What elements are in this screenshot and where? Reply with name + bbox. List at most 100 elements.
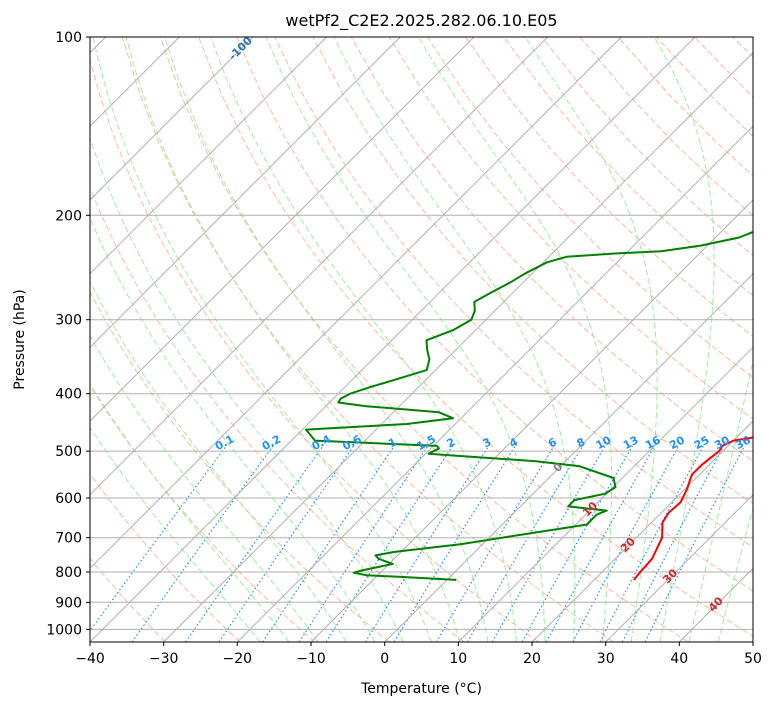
isotherm-line xyxy=(90,37,328,275)
mixing-ratio-label: 20 xyxy=(667,433,687,452)
dry-adiabat xyxy=(732,37,753,58)
y-axis-label: Pressure (hPa) xyxy=(12,289,28,389)
moist-adiabat xyxy=(164,37,489,642)
mixing-ratio-label: 1 xyxy=(386,435,399,450)
y-tick-label: 600 xyxy=(55,491,82,507)
dry-adiabat xyxy=(90,384,316,642)
mixing-ratio-line xyxy=(545,445,656,642)
moist-adiabat xyxy=(90,382,290,642)
mixing-ratio-line xyxy=(185,445,324,642)
isotherm-line xyxy=(457,346,753,642)
isotherm-line xyxy=(90,37,549,496)
moist-adiabat xyxy=(125,37,461,642)
dewpoint-profile xyxy=(305,230,753,581)
mixing-ratio-label: 3 xyxy=(481,435,494,450)
isotherm-line xyxy=(236,125,753,642)
mixing-ratio-label: 6 xyxy=(546,435,559,450)
isotherm-line xyxy=(605,493,753,642)
isotherm-label: 0 xyxy=(551,460,566,475)
dry-adiabat xyxy=(771,37,775,642)
x-tick-label: −20 xyxy=(223,651,253,667)
moist-adiabat xyxy=(524,37,658,642)
pressure-grid xyxy=(90,37,753,642)
moist-adiabat xyxy=(265,37,546,642)
mixing-ratio-line xyxy=(364,445,490,642)
mixing-ratio-label: 0.4 xyxy=(310,432,334,453)
isotherm-line xyxy=(384,272,753,642)
isotherm-label: 40 xyxy=(706,594,726,614)
dry-adiabat xyxy=(90,472,241,642)
dry-adiabat xyxy=(426,37,753,379)
y-tick-label: 200 xyxy=(55,208,82,224)
isotherm-line xyxy=(678,567,753,642)
y-tick-label: 700 xyxy=(55,531,82,547)
isotherm-label: 30 xyxy=(660,566,680,586)
mixing-ratio-line xyxy=(131,445,274,642)
dry-adiabat xyxy=(90,57,540,642)
mixing-ratio-line xyxy=(466,445,584,642)
y-tick-label: 300 xyxy=(55,313,82,329)
isotherm-line xyxy=(310,199,753,642)
y-tick-label: 100 xyxy=(55,30,82,46)
dry-adiabat xyxy=(159,37,689,642)
dry-adiabat xyxy=(465,37,753,337)
moist-adiabat xyxy=(90,216,376,642)
x-tick-label: 0 xyxy=(380,651,389,667)
mixing-ratio-label: 13 xyxy=(621,433,641,452)
x-axis: −40 −30 −20 −10 0 10 20 30 40 50 xyxy=(75,642,762,667)
background-lines xyxy=(90,37,775,642)
dry-adiabat xyxy=(312,37,753,505)
moist-adiabat xyxy=(90,334,319,642)
y-tick-label: 1000 xyxy=(46,622,82,638)
isotherm-line xyxy=(90,37,475,422)
sounding-profiles xyxy=(305,230,753,581)
mixing-ratio-label: 30 xyxy=(712,433,732,452)
mixing-ratio-line xyxy=(621,445,725,642)
mixing-ratio-label: 36 xyxy=(733,433,753,452)
mixing-ratio-label: 8 xyxy=(575,435,588,450)
dry-adiabat xyxy=(274,37,753,548)
moist-adiabat xyxy=(418,37,613,642)
plot-frame xyxy=(89,36,754,643)
mixing-ratio-line xyxy=(521,445,634,642)
moist-adiabat xyxy=(210,37,517,642)
mixing-ratio-line xyxy=(435,445,555,642)
mixing-ratio-label: 0.2 xyxy=(260,432,283,453)
moist-adiabat xyxy=(90,280,347,642)
x-tick-label: −10 xyxy=(296,651,326,667)
dry-adiabat xyxy=(503,37,753,297)
x-axis-label: Temperature (°C) xyxy=(360,681,482,697)
isotherm-label: -100 xyxy=(226,34,255,63)
dry-adiabat xyxy=(694,37,753,98)
x-tick-label: 20 xyxy=(523,651,541,667)
y-tick-label: 500 xyxy=(55,444,82,460)
x-tick-label: 40 xyxy=(670,651,688,667)
moist-adiabat xyxy=(90,426,261,642)
mixing-ratio-label: 25 xyxy=(692,433,712,452)
dry-adiabat xyxy=(656,37,753,137)
isotherm-label: 10 xyxy=(580,499,600,519)
isotherm-line xyxy=(90,37,254,201)
isotherm-line xyxy=(752,641,753,642)
isotherm-line xyxy=(90,37,622,570)
mixing-ratio-label: 16 xyxy=(643,433,663,452)
isotherm-line xyxy=(90,37,696,642)
dry-adiabat xyxy=(541,37,753,256)
dry-adiabat xyxy=(90,557,166,642)
mixing-ratio-line xyxy=(325,445,454,642)
x-tick-label: −40 xyxy=(75,651,105,667)
isotherm-line xyxy=(90,37,401,349)
x-tick-label: 10 xyxy=(449,651,467,667)
mixing-ratio-line xyxy=(644,445,746,642)
y-axis: 100 200 300 400 500 600 700 800 900 1000 xyxy=(46,30,90,638)
mixing-ratio-line xyxy=(298,445,429,642)
y-tick-label: 900 xyxy=(55,595,82,611)
moist-adiabat xyxy=(92,37,432,642)
line-labels: 0.1 0.2 0.4 0.6 1 1.5 2 3 4 6 8 10 13 16 20 25 30 36-100-… xyxy=(213,34,753,614)
dry-adiabat xyxy=(90,290,390,642)
y-tick-label: 400 xyxy=(55,387,82,403)
moist-adiabat xyxy=(688,358,753,642)
moist-adiabat xyxy=(717,506,753,642)
mixing-ratio-line xyxy=(218,445,355,642)
x-tick-label: 30 xyxy=(597,651,615,667)
